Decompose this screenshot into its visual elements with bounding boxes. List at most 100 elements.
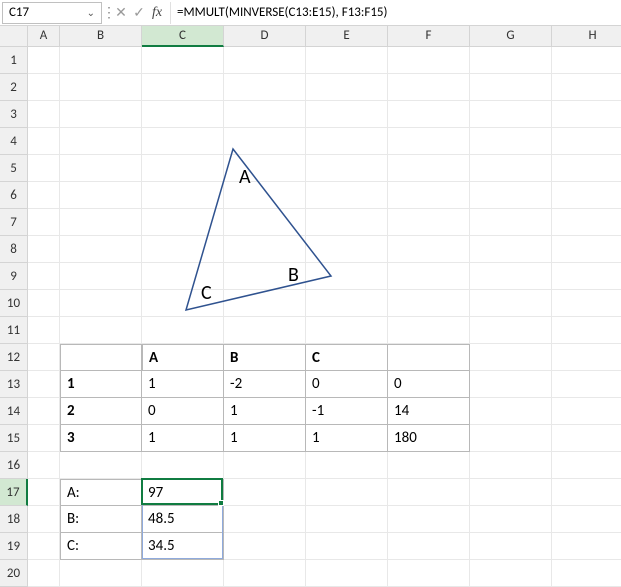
cell[interactable] xyxy=(388,344,470,371)
row-header[interactable]: 15 xyxy=(0,425,28,452)
cell[interactable] xyxy=(470,128,552,155)
row-header[interactable]: 17 xyxy=(0,479,28,506)
confirm-icon[interactable]: ✓ xyxy=(130,4,148,21)
cell[interactable] xyxy=(470,155,552,182)
row-header[interactable]: 20 xyxy=(0,560,28,587)
cell[interactable] xyxy=(28,371,60,398)
cell[interactable] xyxy=(552,371,621,398)
cell[interactable] xyxy=(224,506,306,533)
cell[interactable]: 180 xyxy=(388,425,470,452)
cell[interactable] xyxy=(470,371,552,398)
cell[interactable]: C: xyxy=(60,533,142,560)
cell[interactable] xyxy=(306,533,388,560)
cell[interactable] xyxy=(552,506,621,533)
cell[interactable]: 1 xyxy=(142,425,224,452)
cell[interactable]: 34.5 xyxy=(142,533,224,560)
cell[interactable] xyxy=(306,452,388,479)
cell[interactable] xyxy=(388,479,470,506)
cell[interactable] xyxy=(306,560,388,587)
cell[interactable] xyxy=(470,182,552,209)
cell[interactable]: C xyxy=(306,344,388,371)
cell[interactable]: 1 xyxy=(142,371,224,398)
cell[interactable] xyxy=(552,479,621,506)
cell[interactable]: 2 xyxy=(60,398,142,425)
row-header[interactable]: 8 xyxy=(0,236,28,263)
cell[interactable]: 1 xyxy=(224,425,306,452)
cell[interactable] xyxy=(224,533,306,560)
cell[interactable]: B: xyxy=(60,506,142,533)
select-all-corner[interactable] xyxy=(0,26,28,47)
cell[interactable]: -2 xyxy=(224,371,306,398)
cell[interactable] xyxy=(552,560,621,587)
cell[interactable] xyxy=(552,533,621,560)
cell[interactable] xyxy=(470,344,552,371)
cell[interactable]: 0 xyxy=(142,398,224,425)
cell[interactable]: 48.5 xyxy=(142,506,224,533)
cell[interactable]: 14 xyxy=(388,398,470,425)
cell[interactable]: 1 xyxy=(60,371,142,398)
cell[interactable] xyxy=(470,209,552,236)
cell[interactable]: A xyxy=(142,344,224,371)
cell[interactable] xyxy=(552,398,621,425)
row-header[interactable]: 4 xyxy=(0,128,28,155)
cell[interactable] xyxy=(142,452,224,479)
cell[interactable] xyxy=(552,344,621,371)
cell[interactable]: B xyxy=(224,344,306,371)
cell[interactable] xyxy=(28,452,60,479)
cell[interactable] xyxy=(28,344,60,371)
column-header[interactable]: F xyxy=(388,26,470,47)
cell[interactable] xyxy=(306,506,388,533)
row-header[interactable]: 19 xyxy=(0,533,28,560)
cell[interactable] xyxy=(224,452,306,479)
cell[interactable] xyxy=(28,506,60,533)
cell[interactable] xyxy=(388,506,470,533)
cell[interactable] xyxy=(224,479,306,506)
cell[interactable]: -1 xyxy=(306,398,388,425)
column-header[interactable]: B xyxy=(60,26,142,47)
row-header[interactable]: 12 xyxy=(0,344,28,371)
cell[interactable] xyxy=(552,74,621,101)
column-header[interactable]: E xyxy=(306,26,388,47)
cell[interactable] xyxy=(470,425,552,452)
cell[interactable]: 3 xyxy=(60,425,142,452)
cell[interactable] xyxy=(552,290,621,317)
cell[interactable] xyxy=(388,560,470,587)
cell[interactable] xyxy=(60,560,142,587)
chevron-down-icon[interactable]: ⌄ xyxy=(87,6,95,19)
row-header[interactable]: 13 xyxy=(0,371,28,398)
cell[interactable] xyxy=(60,452,142,479)
column-header[interactable]: G xyxy=(470,26,552,47)
cell[interactable]: 0 xyxy=(306,371,388,398)
row-header[interactable]: 16 xyxy=(0,452,28,479)
row-header[interactable]: 3 xyxy=(0,101,28,128)
cell[interactable] xyxy=(470,236,552,263)
row-header[interactable]: 18 xyxy=(0,506,28,533)
cell[interactable] xyxy=(470,317,552,344)
fx-icon[interactable]: fx xyxy=(148,5,166,21)
cell[interactable]: 1 xyxy=(224,398,306,425)
cell[interactable] xyxy=(552,101,621,128)
cell[interactable] xyxy=(28,398,60,425)
column-header[interactable]: C xyxy=(142,26,224,47)
column-header[interactable]: D xyxy=(224,26,306,47)
cell[interactable] xyxy=(552,182,621,209)
row-header[interactable]: 7 xyxy=(0,209,28,236)
row-header[interactable]: 10 xyxy=(0,290,28,317)
cell[interactable] xyxy=(470,74,552,101)
cell[interactable] xyxy=(224,560,306,587)
row-header[interactable]: 11 xyxy=(0,317,28,344)
cell[interactable] xyxy=(470,533,552,560)
formula-input[interactable]: =MMULT(MINVERSE(C13:E15), F13:F15) xyxy=(170,2,621,24)
cancel-icon[interactable]: ✕ xyxy=(112,4,130,21)
cell[interactable] xyxy=(552,236,621,263)
cell[interactable]: A: xyxy=(60,479,142,506)
cell[interactable] xyxy=(552,155,621,182)
column-header[interactable]: H xyxy=(552,26,621,47)
cell[interactable] xyxy=(552,128,621,155)
cell[interactable] xyxy=(28,560,60,587)
cell[interactable] xyxy=(552,263,621,290)
cell[interactable] xyxy=(470,290,552,317)
cell[interactable] xyxy=(552,209,621,236)
cell[interactable] xyxy=(470,263,552,290)
cell[interactable] xyxy=(470,101,552,128)
